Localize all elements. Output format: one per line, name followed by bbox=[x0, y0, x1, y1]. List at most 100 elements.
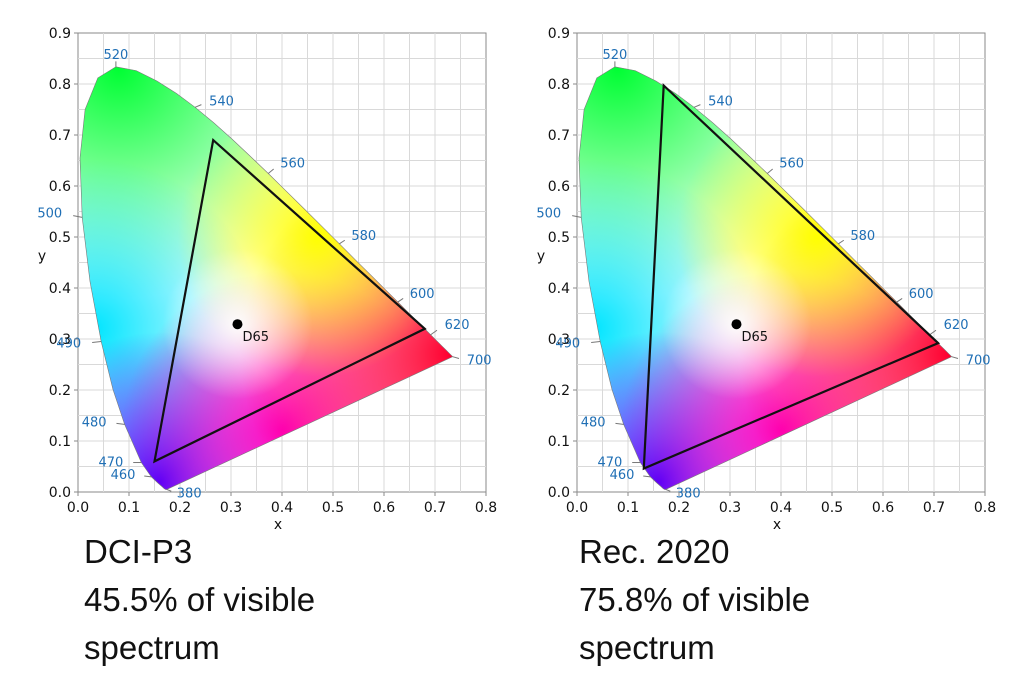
wavelength-tick bbox=[929, 329, 937, 336]
white-point-marker bbox=[232, 319, 243, 330]
y-tick-label: 0.8 bbox=[548, 77, 570, 93]
wavelength-label-700: 700 bbox=[966, 354, 991, 369]
wavelength-tick bbox=[452, 356, 460, 359]
caption-unit: spectrum bbox=[579, 629, 715, 666]
y-tick-label: 0.9 bbox=[548, 26, 570, 42]
wavelength-label-620: 620 bbox=[944, 318, 969, 333]
x-tick-label: 0.5 bbox=[821, 500, 843, 516]
x-axis-label: x bbox=[773, 517, 781, 533]
y-tick-label: 0.3 bbox=[548, 332, 570, 348]
wavelength-label-700: 700 bbox=[467, 354, 492, 369]
wavelength-label-540: 540 bbox=[708, 94, 733, 109]
wavelength-label-620: 620 bbox=[445, 318, 470, 333]
y-tick-label: 0.5 bbox=[548, 230, 570, 246]
x-tick-label: 0.6 bbox=[373, 500, 395, 516]
wavelength-label-500: 500 bbox=[536, 206, 561, 221]
x-tick-label: 0.1 bbox=[118, 500, 140, 516]
caption-unit: spectrum bbox=[84, 629, 220, 666]
wavelength-label-490: 490 bbox=[56, 337, 81, 352]
x-tick-label: 0.8 bbox=[475, 500, 497, 516]
x-tick-label: 0.4 bbox=[770, 500, 792, 516]
white-point-label: D65 bbox=[741, 330, 768, 345]
wavelength-label-470: 470 bbox=[597, 456, 622, 471]
x-tick-label: 0.2 bbox=[668, 500, 690, 516]
gamut-triangle bbox=[153, 137, 427, 464]
y-tick-label: 0.9 bbox=[49, 26, 71, 42]
spectral-locus bbox=[79, 66, 454, 490]
x-tick-label: 0.7 bbox=[923, 500, 945, 516]
wavelength-label-470: 470 bbox=[98, 456, 123, 471]
caption-rec2020: Rec. 2020 75.8% of visible spectrum bbox=[579, 528, 810, 672]
y-tick-label: 0.8 bbox=[49, 77, 71, 93]
wavelength-label-580: 580 bbox=[850, 229, 875, 244]
wavelength-label-600: 600 bbox=[410, 287, 435, 302]
caption-dci-p3: DCI-P3 45.5% of visible spectrum bbox=[84, 528, 315, 672]
y-tick-label: 0.1 bbox=[548, 434, 570, 450]
x-tick-label: 0.5 bbox=[322, 500, 344, 516]
wavelength-tick bbox=[615, 422, 624, 425]
wavelength-tick bbox=[166, 488, 172, 492]
wavelength-tick bbox=[591, 341, 601, 343]
wavelength-tick bbox=[339, 239, 346, 245]
caption-coverage: 45.5% of visible bbox=[84, 581, 316, 618]
wavelength-tick bbox=[92, 341, 102, 343]
gamut-triangle bbox=[642, 83, 941, 471]
wavelength-tick bbox=[643, 475, 651, 478]
x-tick-label: 0.4 bbox=[271, 500, 293, 516]
y-tick-label: 0.3 bbox=[49, 332, 71, 348]
y-tick-label: 0.4 bbox=[49, 281, 71, 297]
white-point-label: D65 bbox=[242, 330, 269, 345]
wavelength-label-380: 380 bbox=[676, 486, 701, 501]
caption-gamut-name: DCI-P3 bbox=[84, 533, 193, 570]
y-tick-label: 0.2 bbox=[49, 383, 71, 399]
y-axis-label: y bbox=[38, 249, 46, 265]
wavelength-label-480: 480 bbox=[581, 415, 606, 430]
y-tick-label: 0.2 bbox=[548, 383, 570, 399]
x-tick-label: 0.3 bbox=[220, 500, 242, 516]
y-tick-label: 0.0 bbox=[548, 485, 570, 501]
x-tick-label: 0.0 bbox=[566, 500, 588, 516]
wavelength-tick bbox=[572, 215, 582, 218]
y-tick-label: 0.6 bbox=[548, 179, 570, 195]
wavelength-label-560: 560 bbox=[779, 157, 804, 172]
x-tick-label: 0.0 bbox=[67, 500, 89, 516]
wavelength-tick bbox=[73, 215, 83, 218]
wavelength-label-500: 500 bbox=[37, 206, 62, 221]
wavelength-label-540: 540 bbox=[209, 94, 234, 109]
y-tick-label: 0.1 bbox=[49, 434, 71, 450]
wavelength-tick bbox=[693, 104, 701, 108]
wavelength-tick bbox=[665, 488, 671, 492]
wavelength-tick bbox=[144, 475, 152, 478]
caption-coverage: 75.8% of visible bbox=[579, 581, 811, 618]
y-tick-label: 0.0 bbox=[49, 485, 71, 501]
y-tick-label: 0.5 bbox=[49, 230, 71, 246]
wavelength-tick bbox=[397, 298, 404, 303]
caption-gamut-name: Rec. 2020 bbox=[579, 533, 730, 570]
wavelength-tick bbox=[766, 168, 774, 174]
x-tick-label: 0.7 bbox=[424, 500, 446, 516]
wavelength-label-460: 460 bbox=[610, 468, 635, 483]
wavelength-label-380: 380 bbox=[177, 486, 202, 501]
y-tick-label: 0.7 bbox=[548, 128, 570, 144]
wavelength-label-600: 600 bbox=[909, 287, 934, 302]
y-tick-label: 0.7 bbox=[49, 128, 71, 144]
wavelength-tick bbox=[896, 298, 903, 303]
wavelength-tick bbox=[951, 356, 959, 359]
wavelength-tick bbox=[838, 239, 845, 245]
x-tick-label: 0.3 bbox=[719, 500, 741, 516]
x-axis-label: x bbox=[274, 517, 282, 533]
wavelength-tick bbox=[116, 422, 125, 425]
x-tick-label: 0.8 bbox=[974, 500, 996, 516]
wavelength-label-460: 460 bbox=[111, 468, 136, 483]
wavelength-label-580: 580 bbox=[351, 229, 376, 244]
x-tick-label: 0.1 bbox=[617, 500, 639, 516]
x-tick-label: 0.2 bbox=[169, 500, 191, 516]
wavelength-label-560: 560 bbox=[280, 157, 305, 172]
white-point-marker bbox=[731, 319, 742, 330]
wavelength-label-490: 490 bbox=[555, 337, 580, 352]
wavelength-label-480: 480 bbox=[82, 415, 107, 430]
y-tick-label: 0.4 bbox=[548, 281, 570, 297]
